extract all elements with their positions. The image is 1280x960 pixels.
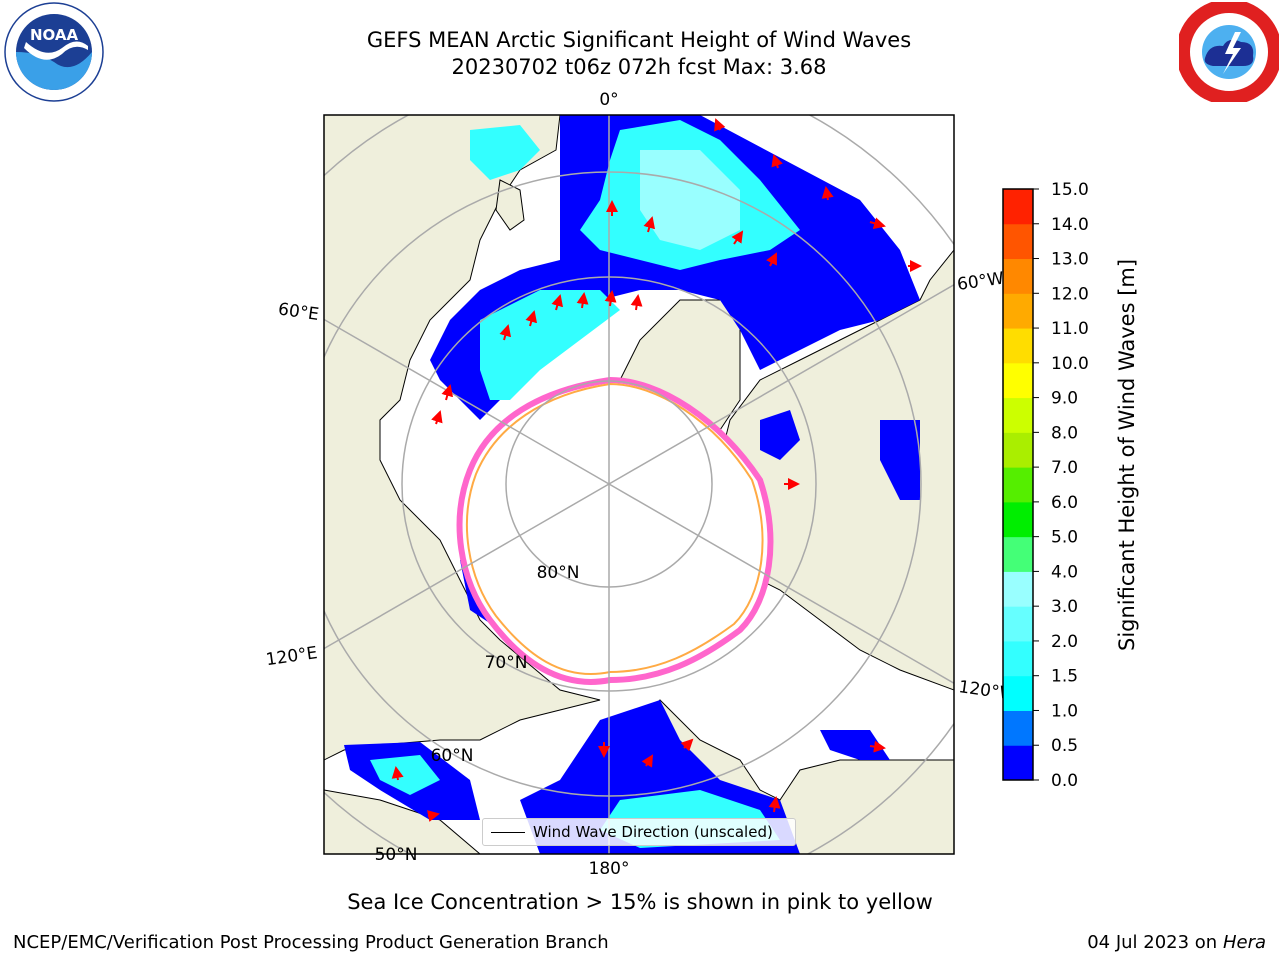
colorbar-tick-label: 5.0: [1051, 528, 1078, 548]
legend-label: Wind Wave Direction (unscaled): [533, 823, 773, 841]
lat-lon-grid: [324, 115, 954, 854]
chart-title: GEFS MEAN Arctic Significant Height of W…: [366, 28, 912, 52]
colorbar-segment: [1003, 189, 1033, 225]
colorbar-title: Significant Height of Wind Waves [m]: [1115, 258, 1139, 651]
colorbar-tick-label: 15.0: [1051, 180, 1089, 200]
colorbar-segment: [1003, 397, 1033, 433]
nws-logo: [1179, 2, 1279, 102]
colorbar-tick-label: 1.5: [1051, 667, 1078, 687]
colorbar-tick-label: 11.0: [1051, 319, 1089, 339]
map-frame: [323, 114, 955, 855]
host-name: Hera: [1222, 932, 1266, 953]
colorbar-tick-label: 7.0: [1051, 458, 1078, 478]
colorbar-tick-label: 3.0: [1051, 597, 1078, 617]
parallel-label-70n: 70°N: [485, 653, 528, 673]
legend-line-swatch: [491, 832, 525, 833]
colorbar-frame: [1002, 188, 1034, 781]
colorbar: 0.0 0.5 1.0 1.5 2.0 3.0 4.0 5.0 6.0 7.0 8.0 9.0 10.0…: [1002, 180, 1089, 791]
meridian-label-0: 0°: [599, 90, 618, 110]
sea-ice: [456, 376, 774, 685]
colorbar-segment: [1003, 745, 1033, 781]
colorbar-tick-label: 1.0: [1051, 701, 1078, 721]
colorbar-tick-label: 6.0: [1051, 493, 1078, 513]
colorbar-segment: [1003, 432, 1033, 468]
colorbar-tick-label: 12.0: [1051, 284, 1089, 304]
colorbar-segment: [1003, 328, 1033, 364]
colorbar-segment: [1003, 536, 1033, 572]
colorbar-tick-label: 13.0: [1051, 250, 1089, 270]
parallel-label-80n: 80°N: [537, 563, 580, 583]
wave-height-field: [344, 115, 920, 854]
colorbar-segment: [1003, 258, 1033, 294]
meridian-label-60e: 60°E: [277, 299, 320, 324]
colorbar-segment: [1003, 710, 1033, 746]
sea-ice-note: Sea Ice Concentration > 15% is shown in …: [347, 890, 933, 914]
colorbar-segment: [1003, 362, 1033, 399]
colorbar-segment: [1003, 467, 1033, 503]
noaa-logo: NOAA: [4, 2, 104, 102]
colorbar-tick-label: 2.0: [1051, 632, 1078, 652]
noaa-logo-text: NOAA: [30, 26, 79, 44]
chart-subtitle: 20230702 t06z 072h fcst Max: 3.68: [451, 55, 827, 79]
parallel-label-50n: 50°N: [375, 845, 418, 865]
colorbar-segment: [1003, 293, 1033, 329]
date-stamp: 04 Jul 2023 on Hera: [1087, 932, 1266, 953]
meridian-label-180: 180°: [589, 859, 630, 879]
colorbar-segment: [1003, 571, 1033, 607]
colorbar-segment: [1003, 640, 1033, 677]
legend: Wind Wave Direction (unscaled): [482, 818, 796, 846]
colorbar-segment: [1003, 223, 1033, 260]
colorbar-segment: [1003, 675, 1033, 711]
colorbar-tick-label: 14.0: [1051, 215, 1089, 235]
parallel-label-60n: 60°N: [431, 746, 474, 766]
colorbar-tick-label: 4.0: [1051, 562, 1078, 582]
meridian-label-60w: 60°W: [956, 269, 1005, 295]
colorbar-tick-label: 0.5: [1051, 736, 1078, 756]
credit-text: NCEP/EMC/Verification Post Processing Pr…: [13, 932, 609, 953]
colorbar-tick-label: 9.0: [1051, 389, 1078, 409]
colorbar-tick-label: 10.0: [1051, 354, 1089, 374]
colorbar-tick-label: 8.0: [1051, 423, 1078, 443]
colorbar-segment: [1003, 606, 1033, 642]
wind-wave-direction-arrows: [391, 118, 922, 822]
meridian-label-120e: 120°E: [265, 643, 319, 670]
colorbar-tick-label: 0.0: [1051, 771, 1078, 791]
date-text: 04 Jul 2023 on: [1087, 932, 1223, 953]
colorbar-segment: [1003, 501, 1033, 538]
